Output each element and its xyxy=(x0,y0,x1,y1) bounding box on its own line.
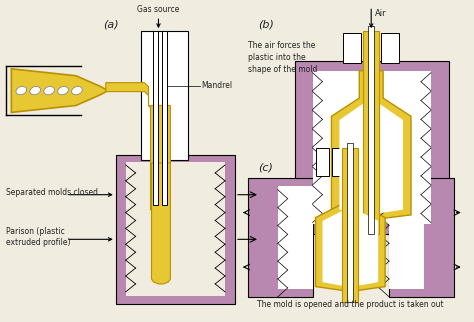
Bar xyxy=(389,178,454,297)
Text: Mandrel: Mandrel xyxy=(201,81,232,90)
Polygon shape xyxy=(106,83,169,200)
Bar xyxy=(248,178,312,297)
Ellipse shape xyxy=(30,86,40,95)
Polygon shape xyxy=(151,106,170,214)
Bar xyxy=(389,186,424,289)
Text: Air: Air xyxy=(375,9,387,18)
Bar xyxy=(356,148,368,176)
Bar xyxy=(347,143,353,302)
Bar xyxy=(368,26,374,234)
Bar xyxy=(154,31,158,204)
Bar xyxy=(363,31,379,234)
Bar xyxy=(359,234,383,246)
Bar xyxy=(381,33,399,63)
Polygon shape xyxy=(316,186,385,291)
Text: (a): (a) xyxy=(103,19,118,29)
Ellipse shape xyxy=(58,86,68,95)
Ellipse shape xyxy=(16,86,27,95)
Bar xyxy=(116,155,235,304)
Polygon shape xyxy=(11,69,108,112)
Ellipse shape xyxy=(44,86,55,95)
Polygon shape xyxy=(322,193,378,287)
Text: The mold is opened and the product is taken out: The mold is opened and the product is ta… xyxy=(257,300,444,309)
Text: (b): (b) xyxy=(258,19,274,29)
Bar xyxy=(316,148,329,176)
Bar xyxy=(163,31,167,204)
Polygon shape xyxy=(339,79,403,214)
Polygon shape xyxy=(152,163,170,284)
Text: Separated molds closed: Separated molds closed xyxy=(6,188,99,197)
Text: Parison (plastic
extruded profile): Parison (plastic extruded profile) xyxy=(6,227,71,247)
Bar xyxy=(278,186,312,289)
Text: (c): (c) xyxy=(258,163,273,173)
Bar xyxy=(332,148,345,176)
Bar xyxy=(343,33,361,63)
Bar xyxy=(295,61,449,234)
Polygon shape xyxy=(331,71,411,220)
Bar xyxy=(371,148,385,176)
Bar xyxy=(141,31,188,160)
Bar xyxy=(342,148,358,302)
Ellipse shape xyxy=(72,86,82,95)
Text: The air forces the
plastic into the
shape of the mold: The air forces the plastic into the shap… xyxy=(248,41,317,74)
Bar xyxy=(312,71,431,224)
Text: Gas source: Gas source xyxy=(137,5,180,14)
Bar xyxy=(126,162,225,296)
